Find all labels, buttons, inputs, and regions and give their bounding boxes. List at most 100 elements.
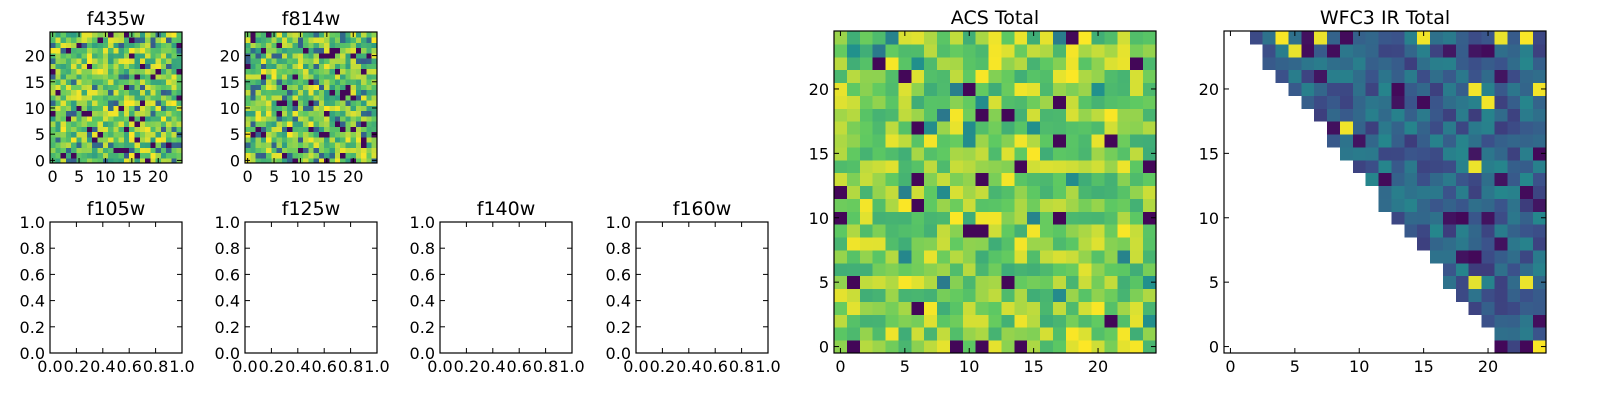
heatmap-cell: [60, 63, 67, 70]
heatmap-cell: [924, 198, 938, 212]
heatmap-cell: [1494, 146, 1508, 161]
heatmap-cell: [255, 147, 262, 154]
heatmap-cell: [1481, 262, 1495, 277]
heatmap-cell: [81, 89, 88, 96]
heatmap-cell: [846, 249, 861, 264]
heatmap-cell: [1494, 340, 1508, 354]
heatmap-cell: [166, 79, 172, 85]
heatmap-cell: [297, 105, 304, 112]
heatmap-cell: [1314, 108, 1328, 122]
heatmap-cell: [334, 37, 341, 43]
heatmap-cell: [292, 110, 299, 117]
heatmap-cell: [345, 37, 352, 43]
heatmap-cell: [102, 131, 109, 138]
heatmap-cell: [260, 47, 267, 54]
heatmap-cell: [176, 89, 183, 96]
heatmap-cell: [1052, 249, 1067, 264]
heatmap-cell: [297, 136, 304, 143]
heatmap-cell: [139, 94, 146, 101]
heatmap-cell: [250, 68, 257, 75]
x-tick-label: 5: [269, 167, 279, 186]
heatmap-cell: [937, 314, 951, 328]
heatmap-cell: [1301, 31, 1315, 45]
heatmap-cell: [1430, 69, 1444, 84]
heatmap-cell: [160, 79, 167, 85]
heatmap-cell: [1117, 224, 1131, 238]
heatmap-cell: [55, 157, 62, 164]
heatmap-cell: [145, 32, 151, 38]
y-tick-label: 1.0: [410, 213, 435, 232]
heatmap-cell: [271, 94, 278, 101]
heatmap-cell: [1533, 249, 1547, 264]
heatmap-cell: [911, 340, 925, 354]
heatmap-cell: [1117, 275, 1131, 290]
heatmap-cell: [303, 142, 309, 148]
heatmap-cell: [1078, 340, 1093, 354]
heatmap-cell: [1339, 43, 1354, 58]
heatmap-cell: [155, 152, 162, 159]
heatmap-cell: [1481, 224, 1495, 238]
heatmap-cell: [1288, 82, 1302, 96]
heatmap-cell: [260, 157, 267, 164]
heatmap-cell: [60, 52, 67, 59]
heatmap-cell: [160, 136, 167, 143]
heatmap-cell: [276, 131, 283, 138]
heatmap-cell: [76, 100, 83, 106]
heatmap-cell: [1040, 211, 1054, 225]
heatmap-cell: [334, 52, 341, 59]
heatmap-cell: [1275, 31, 1289, 45]
heatmap-cell: [1404, 172, 1418, 187]
heatmap-cell: [885, 211, 899, 225]
heatmap-cell: [176, 84, 183, 91]
heatmap-cell: [171, 126, 178, 133]
heatmap-cell: [260, 79, 267, 85]
heatmap-cell: [334, 136, 341, 143]
heatmap-cell: [108, 147, 114, 154]
heatmap-cell: [318, 115, 325, 122]
heatmap-cell: [134, 94, 141, 101]
heatmap-cell: [318, 52, 325, 59]
heatmap-cell: [176, 73, 183, 80]
heatmap-cell: [859, 121, 874, 135]
heatmap-cell: [303, 84, 309, 91]
heatmap-cell: [1014, 211, 1028, 225]
heatmap-cell: [1391, 121, 1405, 135]
heatmap-cell: [1091, 56, 1105, 71]
x-tick-label: 1.0: [755, 357, 780, 376]
heatmap-cell: [949, 211, 964, 225]
heatmap-cell: [1143, 95, 1157, 109]
heatmap-cell: [1040, 159, 1054, 174]
heatmap-cell: [97, 126, 104, 133]
heatmap-cell: [1052, 301, 1067, 315]
heatmap-cell: [176, 58, 183, 64]
heatmap-cell: [92, 68, 99, 75]
heatmap-cell: [885, 327, 899, 341]
heatmap-cell: [1001, 159, 1015, 174]
heatmap-cell: [324, 52, 330, 59]
x-tick-label: 1.0: [559, 357, 584, 376]
heatmap-cell: [150, 37, 157, 43]
heatmap-cell: [924, 31, 938, 45]
heatmap-cell: [949, 82, 964, 96]
y-tick-label: 0.0: [20, 344, 45, 363]
heatmap-cell: [340, 47, 346, 54]
heatmap-cell: [1494, 31, 1508, 45]
heatmap-cell: [123, 105, 130, 112]
heatmap-cell: [872, 211, 887, 225]
heatmap-cell: [1104, 146, 1118, 161]
heatmap-cell: [1143, 288, 1157, 302]
heatmap-cell: [1014, 82, 1028, 96]
heatmap-cell: [361, 105, 367, 112]
heatmap-cell: [76, 47, 83, 54]
heatmap-cell: [1104, 198, 1118, 212]
heatmap-cell: [255, 42, 262, 49]
heatmap-cell: [171, 73, 178, 80]
heatmap-cell: [292, 100, 299, 106]
heatmap-cell: [340, 94, 346, 101]
heatmap-cell: [1430, 237, 1444, 251]
heatmap-cell: [1352, 95, 1367, 109]
heatmap-cell: [76, 84, 83, 91]
heatmap-cell: [313, 157, 320, 164]
heatmap-cell: [1494, 327, 1508, 341]
heatmap-cell: [859, 43, 874, 58]
